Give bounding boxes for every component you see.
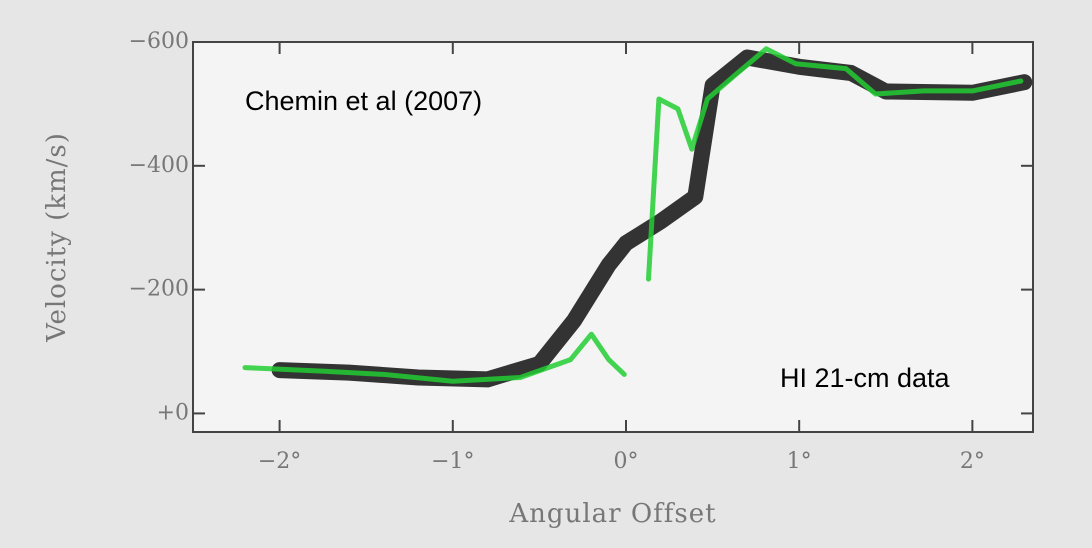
y-tick-label: −200 bbox=[129, 277, 189, 302]
x-tick-label: 2° bbox=[960, 449, 985, 474]
y-axis-title: Velocity (km/s) bbox=[42, 132, 72, 343]
x-tick-label: 0° bbox=[613, 449, 638, 474]
x-tick-label: 1° bbox=[787, 449, 812, 474]
annotation: HI 21-cm data bbox=[780, 363, 951, 393]
x-tick-label: −2° bbox=[258, 449, 301, 474]
y-tick-label: −600 bbox=[129, 29, 189, 54]
y-tick-label: +0 bbox=[157, 400, 189, 425]
y-tick-label: −400 bbox=[129, 153, 189, 178]
annotation: Chemin et al (2007) bbox=[245, 86, 482, 116]
x-axis-title: Angular Offset bbox=[508, 499, 716, 529]
series-line bbox=[242, 46, 1024, 384]
x-tick-label: −1° bbox=[431, 449, 474, 474]
